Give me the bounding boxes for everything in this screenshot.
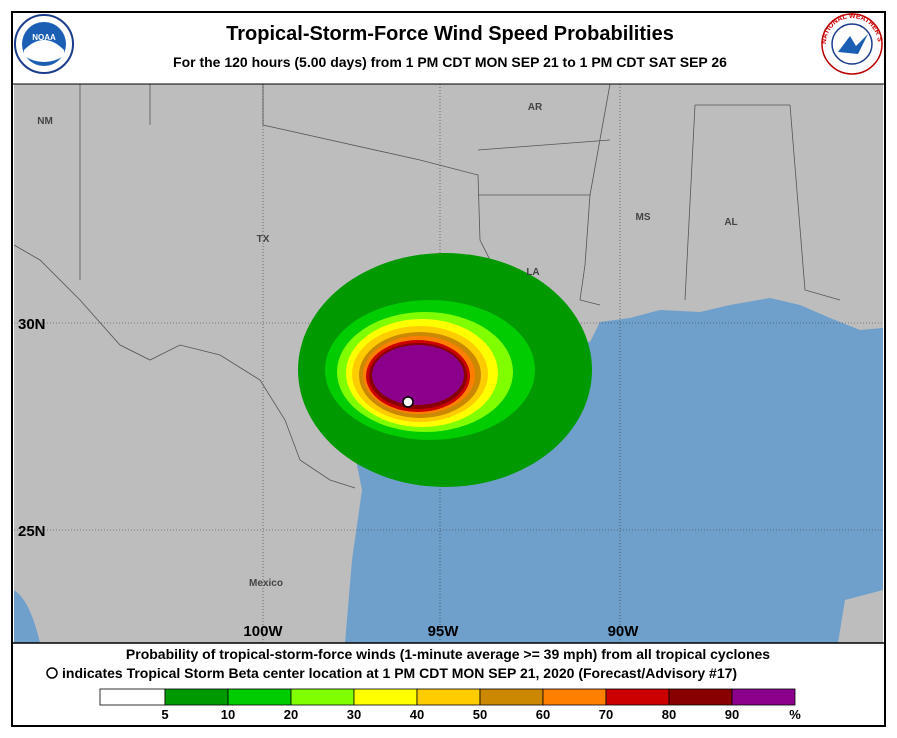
storm-center <box>402 396 414 408</box>
legend-swatch <box>416 688 481 706</box>
noaa-logo: NOAA <box>14 14 74 74</box>
legend-label: 10 <box>221 707 235 722</box>
legend-label: 70 <box>599 707 613 722</box>
region-label: TX <box>257 234 270 245</box>
region-label: AL <box>724 217 737 228</box>
legend-label: 50 <box>473 707 487 722</box>
map: NM AR TX MS AL LA Mexico 30N 25N 100W 95… <box>14 84 883 643</box>
subtitle: For the 120 hours (5.00 days) from 1 PM … <box>173 54 727 70</box>
region-label: AR <box>528 102 543 113</box>
legend-swatch <box>227 688 292 706</box>
legend-label: 30 <box>347 707 361 722</box>
legend-swatch <box>164 688 229 706</box>
border <box>14 244 356 489</box>
region-label: NM <box>37 116 53 127</box>
legend: 5 10 20 30 40 50 60 70 80 90% <box>99 688 801 722</box>
legend-swatch <box>605 688 670 706</box>
probability-contours <box>298 253 592 487</box>
footer-line1: Probability of tropical-storm-force wind… <box>126 646 770 662</box>
legend-swatch <box>290 688 355 706</box>
lat-label: 30N <box>18 316 46 333</box>
legend-unit: % <box>789 707 801 722</box>
legend-label: 90 <box>725 707 739 722</box>
legend-swatch <box>99 688 166 706</box>
legend-swatch <box>542 688 607 706</box>
title: Tropical-Storm-Force Wind Speed Probabil… <box>226 23 674 45</box>
legend-swatch <box>353 688 418 706</box>
legend-label: 20 <box>284 707 298 722</box>
logo-text: NOAA <box>32 33 56 42</box>
lon-label: 90W <box>608 623 640 640</box>
legend-label: 40 <box>410 707 424 722</box>
border <box>478 194 601 306</box>
lon-label: 95W <box>428 623 460 640</box>
legend-label: 60 <box>536 707 550 722</box>
region-label: MS <box>636 212 651 223</box>
center-symbol <box>46 667 58 679</box>
legend-label: 80 <box>662 707 676 722</box>
footer-line2: indicates Tropical Storm Beta center loc… <box>62 665 737 681</box>
legend-label: 5 <box>161 707 168 722</box>
border <box>79 84 841 301</box>
lon-label: 100W <box>243 623 283 640</box>
region-label: Mexico <box>249 578 283 589</box>
contour <box>372 345 464 405</box>
legend-swatch <box>479 688 544 706</box>
pacific-water <box>14 590 40 643</box>
lat-label: 25N <box>18 523 46 540</box>
region-label: LA <box>526 267 539 278</box>
legend-swatch <box>668 688 733 706</box>
legend-swatch <box>731 688 796 706</box>
